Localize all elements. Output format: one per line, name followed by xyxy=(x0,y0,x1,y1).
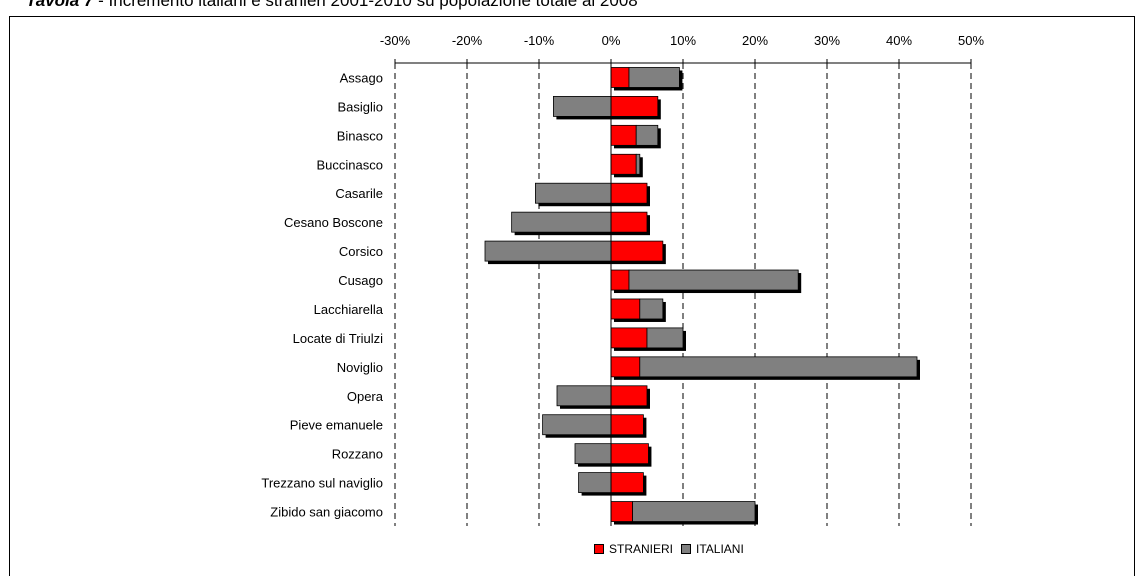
bar-stranieri xyxy=(611,270,629,290)
category-label: Assago xyxy=(340,70,383,85)
x-tick-label: 40% xyxy=(886,33,912,48)
x-tick-label: 10% xyxy=(670,33,696,48)
bar-italiani xyxy=(636,154,640,174)
x-tick-label: -10% xyxy=(524,33,555,48)
bar-stranieri xyxy=(611,67,629,87)
category-label: Cusago xyxy=(338,273,383,288)
category-label: Rozzano xyxy=(332,447,383,462)
bar-italiani xyxy=(557,386,611,406)
bar-italiani xyxy=(512,212,611,232)
bar-stranieri xyxy=(611,386,647,406)
bar-stranieri xyxy=(611,96,658,116)
bar-italiani xyxy=(640,299,663,319)
category-label: Binasco xyxy=(337,128,383,143)
x-tick-label: -20% xyxy=(452,33,483,48)
bar-italiani xyxy=(647,328,683,348)
category-label: Pieve emanuele xyxy=(290,418,383,433)
bar-italiani xyxy=(636,125,658,145)
bar-stranieri xyxy=(611,299,640,319)
bar-italiani xyxy=(629,67,679,87)
bar-italiani xyxy=(543,415,611,435)
legend-label-stranieri: STRANIERI xyxy=(609,542,673,556)
bar-stranieri xyxy=(611,154,636,174)
bar-stranieri xyxy=(611,212,647,232)
category-label: Locate di Triulzi xyxy=(293,331,383,346)
bar-italiani xyxy=(633,502,755,522)
category-label: Cesano Boscone xyxy=(284,215,383,230)
bar-italiani xyxy=(640,357,917,377)
bar-stranieri xyxy=(611,328,647,348)
bar-italiani xyxy=(553,96,611,116)
legend-label-italiani: ITALIANI xyxy=(696,542,744,556)
bar-stranieri xyxy=(611,125,636,145)
bar-stranieri xyxy=(611,357,640,377)
x-tick-label: 30% xyxy=(814,33,840,48)
legend: STRANIERI ITALIANI xyxy=(594,542,744,556)
category-label: Casarile xyxy=(335,186,383,201)
x-tick-label: 20% xyxy=(742,33,768,48)
bar-italiani xyxy=(629,270,798,290)
category-label: Lacchiarella xyxy=(314,302,384,317)
bar-italiani xyxy=(579,473,611,493)
category-label: Basiglio xyxy=(337,99,383,114)
bar-italiani xyxy=(485,241,611,261)
category-label: Opera xyxy=(347,389,384,404)
category-label: Zibido san giacomo xyxy=(270,505,383,520)
bar-italiani xyxy=(575,444,611,464)
legend-swatch-italiani xyxy=(681,544,691,554)
x-tick-label: 50% xyxy=(958,33,984,48)
legend-swatch-stranieri xyxy=(594,544,604,554)
x-tick-label: -30% xyxy=(380,33,411,48)
bar-stranieri xyxy=(611,473,643,493)
bar-stranieri xyxy=(611,183,647,203)
category-label: Buccinasco xyxy=(317,157,383,172)
bar-stranieri xyxy=(611,444,648,464)
category-label: Corsico xyxy=(339,244,383,259)
bar-stranieri xyxy=(611,241,663,261)
category-label: Trezzano sul naviglio xyxy=(261,476,383,491)
x-tick-label: 0% xyxy=(602,33,621,48)
category-label: Noviglio xyxy=(337,360,383,375)
bar-stranieri xyxy=(611,502,633,522)
bar-italiani xyxy=(535,183,611,203)
bar-stranieri xyxy=(611,415,643,435)
